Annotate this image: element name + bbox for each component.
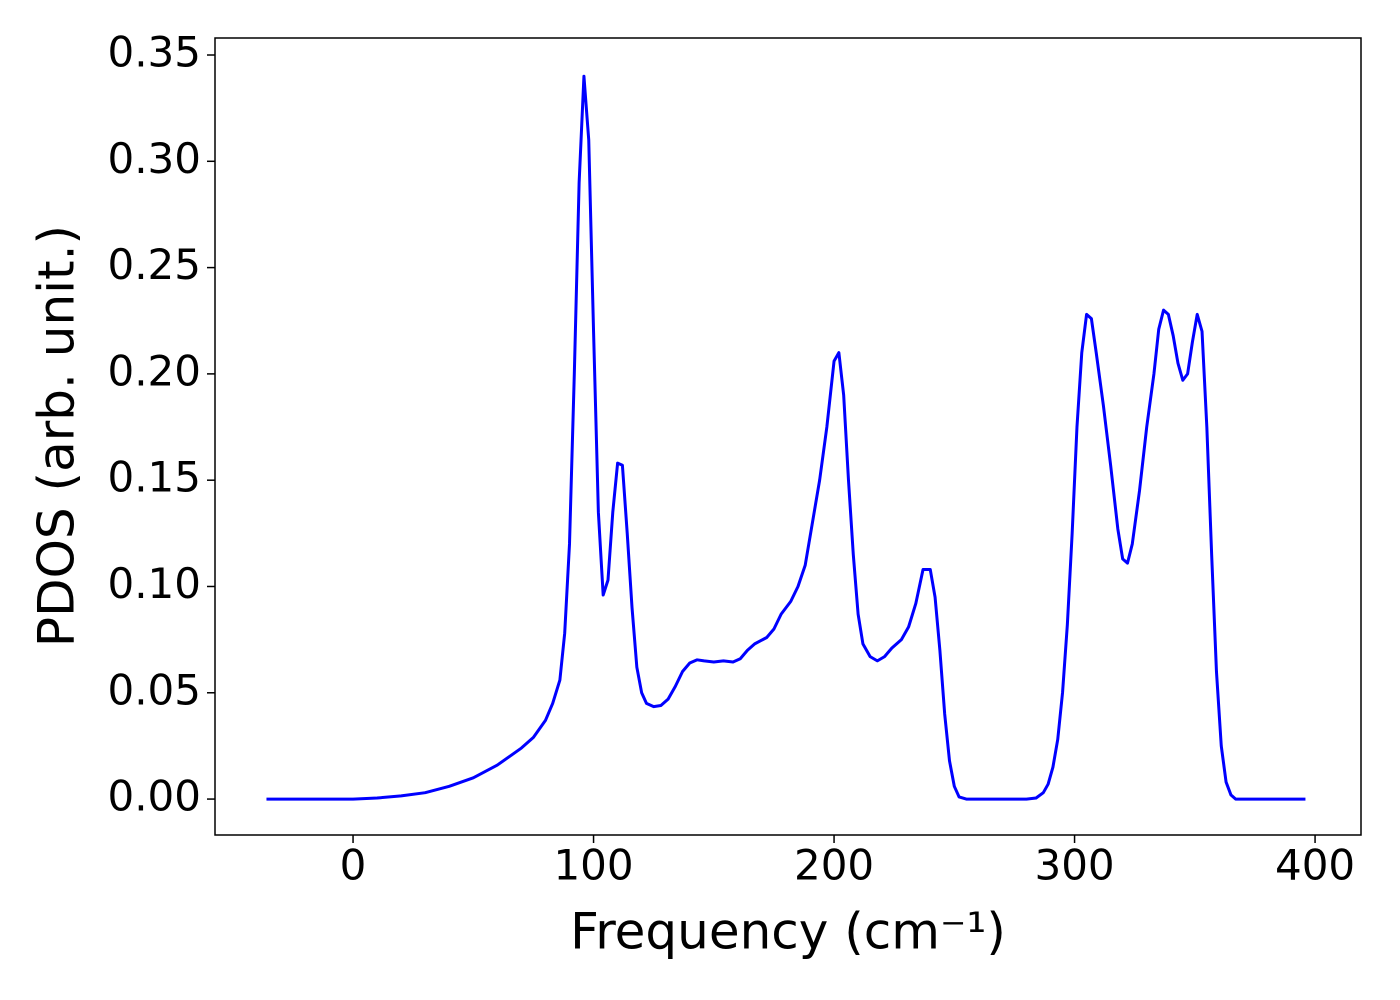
x-tick-label: 300	[1034, 841, 1114, 890]
y-tick-label: 0.20	[107, 346, 201, 395]
y-tick-label: 0.15	[107, 453, 201, 502]
y-tick-label: 0.05	[107, 665, 201, 714]
y-tick-label: 0.10	[107, 559, 201, 608]
y-axis-label: PDOS (arb. unit.)	[28, 225, 86, 647]
x-tick-label: 400	[1275, 841, 1355, 890]
data-line	[266, 74, 1306, 801]
x-tick-label: 200	[794, 841, 874, 890]
x-tick-label: 100	[553, 841, 633, 890]
y-tick-label: 0.35	[107, 28, 201, 77]
y-tick-label: 0.25	[107, 240, 201, 289]
y-tick-label: 0.00	[107, 772, 201, 821]
y-tick-label: 0.30	[107, 134, 201, 183]
x-axis-label: Frequency (cm⁻¹)	[570, 903, 1006, 961]
x-tick-label: 0	[340, 841, 367, 890]
plot-frame	[214, 37, 1362, 836]
